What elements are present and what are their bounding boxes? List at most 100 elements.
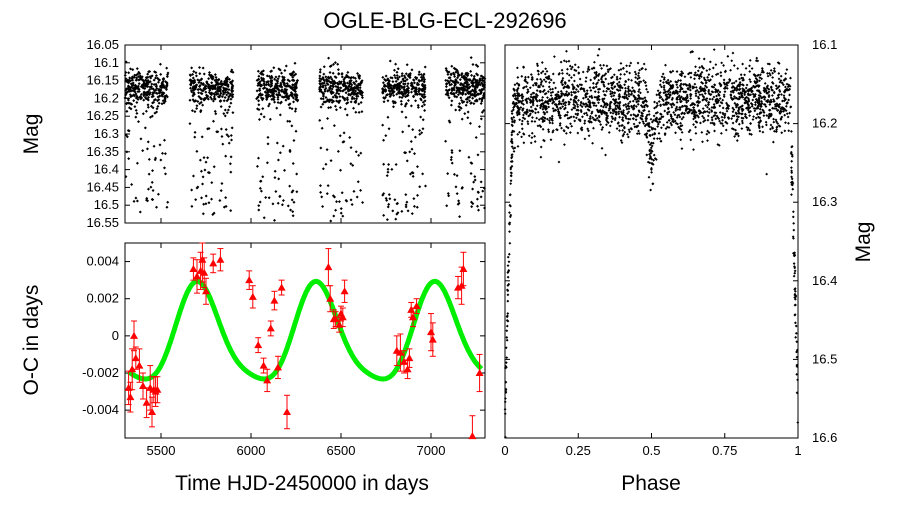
lightcurve-point (329, 81, 333, 85)
lightcurve-point (277, 67, 281, 71)
phased-point (621, 128, 625, 132)
lightcurve-point (478, 79, 482, 83)
lightcurve-point (455, 95, 459, 99)
lightcurve-point (134, 92, 138, 96)
phased-point (504, 380, 508, 384)
phased-point (616, 84, 620, 88)
phased-point (796, 421, 800, 424)
phased-point (697, 115, 700, 119)
phased-point (734, 111, 738, 115)
lightcurve-point (470, 73, 474, 77)
lightcurve-point (458, 105, 462, 109)
phased-point (784, 77, 787, 81)
lightcurve-point (444, 92, 448, 96)
lightcurve-point (267, 83, 271, 87)
lightcurve-point (288, 72, 292, 76)
phased-point (650, 141, 653, 145)
lightcurve-point (265, 87, 269, 91)
phased-point (712, 48, 716, 52)
phased-point (748, 114, 752, 118)
phased-point (561, 83, 564, 87)
lightcurve-point (400, 72, 404, 76)
lightcurve-point (403, 95, 407, 99)
phased-point (667, 110, 671, 114)
phased-point (592, 104, 596, 107)
lightcurve-point (125, 87, 129, 91)
phased-point (723, 112, 727, 116)
phased-point (504, 361, 508, 365)
phased-point (748, 64, 751, 68)
phased-point (719, 71, 723, 74)
lightcurve-point (262, 83, 266, 87)
lightcurve-point (213, 109, 217, 113)
lightcurve-point (352, 76, 356, 80)
lightcurve-point (270, 84, 274, 88)
lightcurve-point (207, 85, 211, 89)
phased-point (741, 108, 745, 112)
lightcurve-point (450, 88, 454, 92)
lightcurve-point (204, 85, 208, 89)
phased-point (701, 111, 705, 115)
phased-point (702, 120, 705, 124)
phased-point (722, 78, 726, 82)
phased-point (516, 99, 520, 102)
phased-point (531, 109, 535, 113)
phased-point (777, 84, 781, 88)
phased-point (585, 113, 589, 117)
phased-point (573, 119, 577, 123)
phased-point (705, 97, 709, 100)
phased-point (656, 137, 659, 141)
phased-point (627, 105, 631, 108)
lightcurve-point (294, 86, 298, 90)
phased-point (793, 289, 797, 293)
phased-point (644, 98, 647, 102)
lightcurve-point (190, 89, 194, 93)
phased-point (541, 120, 545, 124)
phased-point (665, 103, 669, 106)
phased-point (759, 111, 763, 115)
lightcurve-point (356, 71, 360, 75)
lightcurve-point (326, 76, 330, 80)
phased-point (703, 78, 707, 82)
lightcurve-point (165, 66, 169, 70)
phased-point (591, 81, 595, 85)
phased-point (675, 70, 679, 73)
phased-point (578, 118, 582, 122)
lightcurve-point (348, 85, 352, 89)
lightcurve-ytick-label: 16.5 (94, 197, 119, 212)
phased-point (623, 83, 626, 87)
phased-point (777, 77, 781, 81)
phased-point (782, 90, 786, 94)
phased-point (546, 117, 549, 121)
phased-point (758, 107, 762, 111)
lightcurve-point (150, 114, 154, 118)
phased-point (745, 83, 749, 87)
lightcurve-point (157, 91, 161, 95)
lightcurve-point (358, 82, 362, 86)
lightcurve-point (160, 151, 164, 155)
lightcurve-point (469, 171, 473, 175)
lightcurve-point (148, 80, 152, 84)
phased-point (534, 111, 537, 115)
phased-point (570, 108, 574, 112)
lightcurve-point (326, 117, 330, 121)
lightcurve-point (419, 92, 423, 96)
phased-point (505, 336, 509, 339)
phased-point (645, 136, 649, 139)
phased-point (694, 131, 698, 135)
phased-point (628, 100, 632, 104)
lightcurve-point (204, 90, 208, 94)
lightcurve-point (411, 171, 415, 175)
lightcurve-point (409, 139, 413, 143)
lightcurve-point (324, 162, 328, 166)
lightcurve-point (156, 99, 160, 103)
lightcurve-point (406, 209, 410, 213)
phased-point (533, 140, 537, 143)
phased-point (607, 131, 611, 134)
lightcurve-point (271, 202, 275, 206)
phased-point (597, 90, 600, 94)
phased-point (741, 83, 745, 86)
phased-point (637, 90, 640, 93)
lightcurve-point (293, 93, 297, 97)
phased-point (533, 81, 537, 85)
